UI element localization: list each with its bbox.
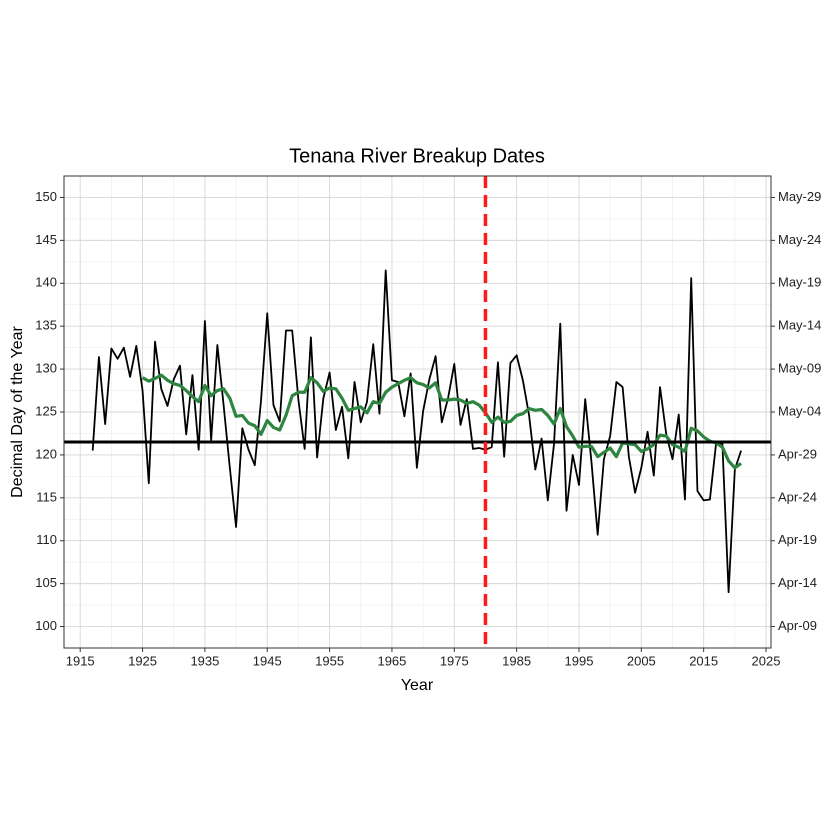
x-tick-label: 1995 — [565, 653, 594, 668]
x-tick-label: 1955 — [315, 653, 344, 668]
series-line — [141, 373, 742, 470]
x-tick-label: 2025 — [752, 653, 781, 668]
y-tick-label: 105 — [35, 575, 57, 590]
x-tick-label: 1925 — [128, 653, 157, 668]
y2-tick-label: May-04 — [778, 403, 821, 418]
y-tick-label: 120 — [35, 446, 57, 461]
series-line — [91, 269, 742, 594]
y2-tick-label: May-14 — [778, 318, 821, 333]
y2-tick-label: May-24 — [778, 232, 821, 247]
y-tick-label: 150 — [35, 189, 57, 204]
x-tick-label: 2015 — [689, 653, 718, 668]
y2-tick-label: Apr-09 — [778, 618, 817, 633]
x-tick-label: 1985 — [502, 653, 531, 668]
x-tick-label: 1935 — [190, 653, 219, 668]
y-tick-label: 110 — [36, 532, 57, 547]
x-axis-title: Year — [401, 677, 434, 694]
y-tick-label: 140 — [35, 275, 57, 290]
x-tick-label: 1915 — [66, 653, 95, 668]
y2-tick-label: May-09 — [778, 361, 821, 376]
y-axis-title: Decimal Day of the Year — [9, 326, 26, 498]
x-tick-label: 2005 — [627, 653, 656, 668]
y-tick-label: 145 — [35, 232, 57, 247]
plot-border — [63, 175, 772, 649]
y2-tick-label: Apr-29 — [778, 446, 817, 461]
y2-tick-label: Apr-19 — [778, 532, 817, 547]
y-tick-label: 100 — [35, 618, 57, 633]
y2-tick-label: May-29 — [778, 189, 821, 204]
x-tick-label: 1945 — [253, 653, 282, 668]
chart-title: Tenana River Breakup Dates — [289, 145, 545, 167]
y-tick-label: 125 — [35, 403, 57, 418]
y2-tick-label: May-19 — [778, 275, 821, 290]
y-tick-label: 135 — [35, 318, 57, 333]
y-tick-label: 115 — [36, 489, 57, 504]
y2-tick-label: Apr-14 — [778, 575, 817, 590]
x-tick-label: 1975 — [440, 653, 469, 668]
y2-tick-label: Apr-24 — [778, 489, 817, 504]
y-tick-label: 130 — [35, 361, 57, 376]
x-tick-label: 1965 — [377, 653, 406, 668]
